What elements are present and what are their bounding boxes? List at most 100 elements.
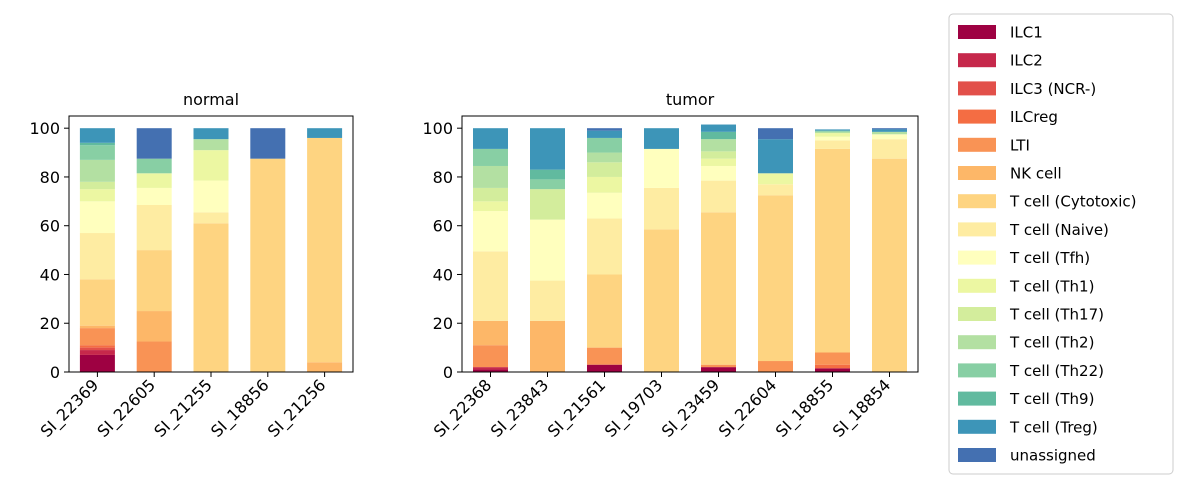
bar-segment	[815, 129, 850, 131]
bar-segment	[758, 184, 793, 196]
bar-segment	[473, 201, 508, 212]
bar-segment	[473, 345, 508, 368]
panel-title: normal	[183, 90, 239, 109]
y-tick-label: 100	[29, 119, 60, 138]
y-tick-label: 60	[40, 217, 60, 236]
x-tick-label: SI_21256	[264, 375, 330, 441]
panel-title: tumor	[666, 90, 715, 109]
bar-segment	[644, 187, 679, 230]
legend-swatch	[958, 278, 996, 293]
bar-segment	[815, 133, 850, 137]
bar-segment	[587, 218, 622, 275]
y-tick-label: 20	[433, 314, 453, 333]
bar-segment	[758, 139, 793, 174]
axes-frame	[461, 115, 919, 373]
legend-label: ILC2	[1010, 52, 1043, 70]
bar-segment	[307, 137, 343, 363]
legend-swatch	[958, 419, 996, 434]
bar-segment	[79, 233, 115, 280]
legend-swatch	[958, 137, 996, 152]
bar-segment	[587, 192, 622, 219]
legend-swatch	[958, 81, 996, 96]
bar-segment	[473, 148, 508, 166]
bar-segment	[587, 274, 622, 348]
legend-label: T cell (Th9)	[1009, 390, 1094, 408]
legend-frame	[948, 13, 1174, 475]
legend-label: NK cell	[1010, 165, 1062, 183]
bar-segment	[136, 173, 172, 188]
legend-swatch	[958, 391, 996, 406]
bar-segment	[473, 320, 508, 346]
bar-segment	[701, 151, 736, 159]
bar-segment	[872, 134, 907, 140]
bar-segment	[587, 128, 622, 131]
x-tick-label: SI_22368	[430, 375, 496, 441]
x-tick-label: SI_23843	[487, 375, 553, 441]
bar-segment	[701, 139, 736, 152]
legend-label: T cell (Th17)	[1009, 306, 1104, 324]
legend-label: ILC1	[1010, 24, 1043, 42]
bar-segment	[136, 128, 172, 159]
x-tick-label: SI_18854	[829, 375, 895, 441]
legend-label: ILCreg	[1010, 108, 1058, 126]
legend-swatch	[958, 307, 996, 321]
bar-segment	[530, 169, 565, 180]
panel-normal: SI_22369SI_22605SI_21255SI_18856SI_21256…	[29, 90, 354, 442]
bar-segment	[79, 201, 115, 234]
bar-segment	[193, 223, 229, 372]
x-tick-label: SI_19703	[601, 375, 667, 441]
bar-segment	[530, 280, 565, 321]
bar-segment	[587, 176, 622, 193]
legend-swatch	[958, 194, 996, 209]
y-tick-label: 20	[40, 314, 60, 333]
legend-label: T cell (Th1)	[1009, 277, 1094, 295]
bar-segment	[473, 367, 508, 370]
bar-segment	[815, 130, 850, 132]
bar-segment	[136, 250, 172, 312]
bar-segment	[250, 128, 286, 159]
bar-segment	[473, 187, 508, 202]
legend-swatch	[958, 363, 996, 378]
bar-segment	[815, 131, 850, 134]
bar-segment	[79, 145, 115, 160]
bar-segment	[872, 129, 907, 132]
panel-tumor: SI_22368SI_23843SI_21561SI_19703SI_23459…	[422, 90, 919, 442]
legend-swatch	[958, 222, 996, 237]
bar-segment	[79, 159, 115, 182]
bar-segment	[79, 345, 115, 348]
bar-segment	[79, 325, 115, 329]
bar-segment	[530, 320, 565, 372]
bar-segment	[79, 128, 115, 143]
y-tick-label: 80	[433, 168, 453, 187]
bar-segment	[872, 128, 907, 130]
bar-segment	[193, 212, 229, 224]
x-tick-label: SI_23459	[658, 375, 724, 441]
bar-segment	[530, 219, 565, 281]
legend-label: T cell (Cytotoxic)	[1009, 193, 1137, 211]
bar-segment	[136, 341, 172, 372]
legend-label: LTI	[1010, 136, 1030, 154]
legend: ILC1 ILC2 ILC3 (NCR-) ILCreg LTI NK cell T cel…	[948, 13, 1174, 475]
legend-label: ILC3 (NCR-)	[1010, 80, 1096, 98]
bar-segment	[136, 158, 172, 174]
bar-segment	[701, 180, 736, 213]
bar-segment	[473, 211, 508, 252]
bar-segment	[136, 204, 172, 251]
bar-segment	[587, 364, 622, 372]
legend-swatch	[958, 448, 996, 462]
x-tick-label: SI_21561	[544, 375, 610, 441]
x-tick-label: SI_22369	[37, 375, 103, 441]
bar-segment	[307, 362, 343, 372]
bar-segment	[473, 251, 508, 321]
bar-segment	[193, 128, 229, 140]
bar-segment	[815, 148, 850, 353]
bar-segment	[815, 140, 850, 149]
bar-segment	[79, 279, 115, 326]
axes-frame	[68, 115, 354, 373]
bar-segment	[815, 368, 850, 372]
legend-label: T cell (Tfh)	[1009, 249, 1090, 267]
bar-segment	[701, 165, 736, 181]
x-tick-label: SI_18855	[772, 375, 838, 441]
y-tick-label: 0	[443, 363, 453, 382]
